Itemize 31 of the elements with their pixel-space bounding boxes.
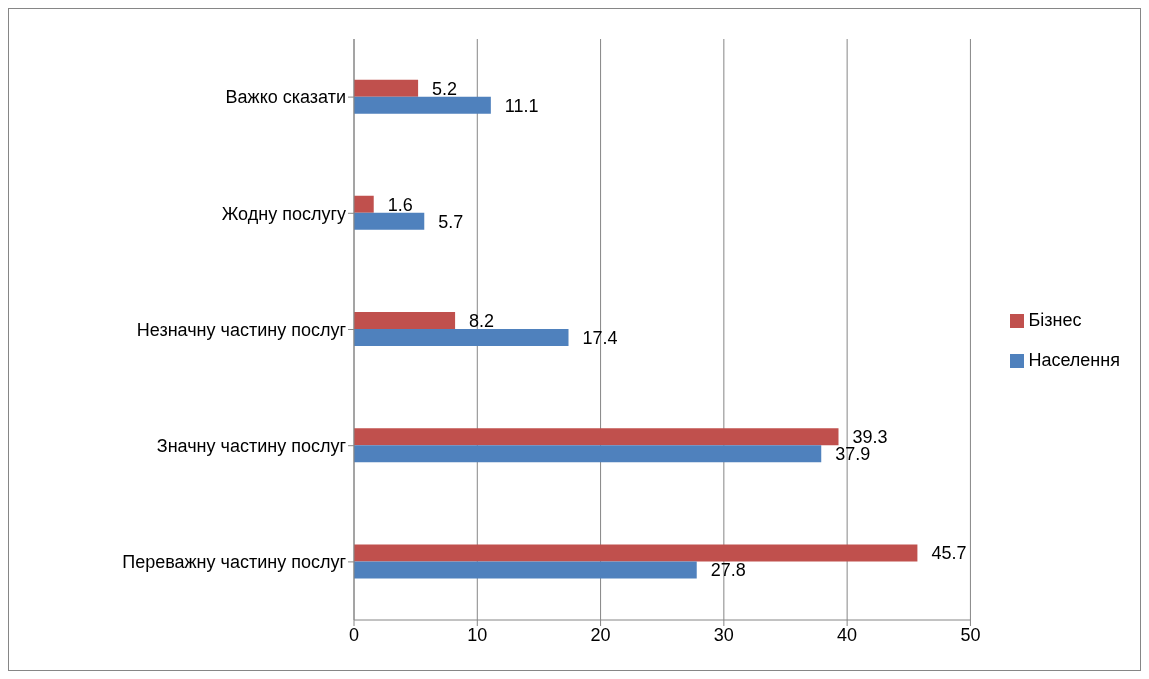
bar [354, 79, 419, 97]
bar [354, 212, 425, 230]
bar [354, 428, 839, 446]
data-label: 11.1 [504, 95, 539, 116]
data-label: 17.4 [582, 327, 618, 348]
bar [354, 445, 822, 463]
bar [354, 329, 569, 347]
data-label: 8.2 [469, 310, 495, 331]
legend-label: Населення [1028, 349, 1120, 370]
x-tick-label: 20 [590, 624, 611, 645]
y-tick-label: Значну частину послуг [156, 436, 347, 457]
x-tick-label: 0 [348, 624, 360, 645]
data-label: 45.7 [931, 543, 967, 564]
data-label: 5.7 [438, 211, 464, 232]
bar [354, 544, 918, 562]
bar [354, 195, 374, 213]
bar [354, 96, 491, 114]
x-tick-label: 50 [960, 624, 981, 645]
x-tick-label: 40 [837, 624, 858, 645]
data-label: 1.6 [387, 194, 413, 215]
x-tick-label: 10 [467, 624, 488, 645]
data-label: 5.2 [432, 78, 458, 99]
legend-label: Бізнес [1028, 309, 1082, 330]
y-tick-label: Незначну частину послуг [136, 319, 347, 340]
data-label: 27.8 [710, 560, 746, 581]
x-tick-label: 30 [713, 624, 734, 645]
bar [354, 312, 456, 330]
y-tick-label: Важко сказати [225, 87, 346, 108]
y-tick-label: Жодну послугу [221, 203, 346, 224]
y-tick-label: Переважну частину послуг [122, 552, 347, 573]
bar [354, 561, 697, 579]
